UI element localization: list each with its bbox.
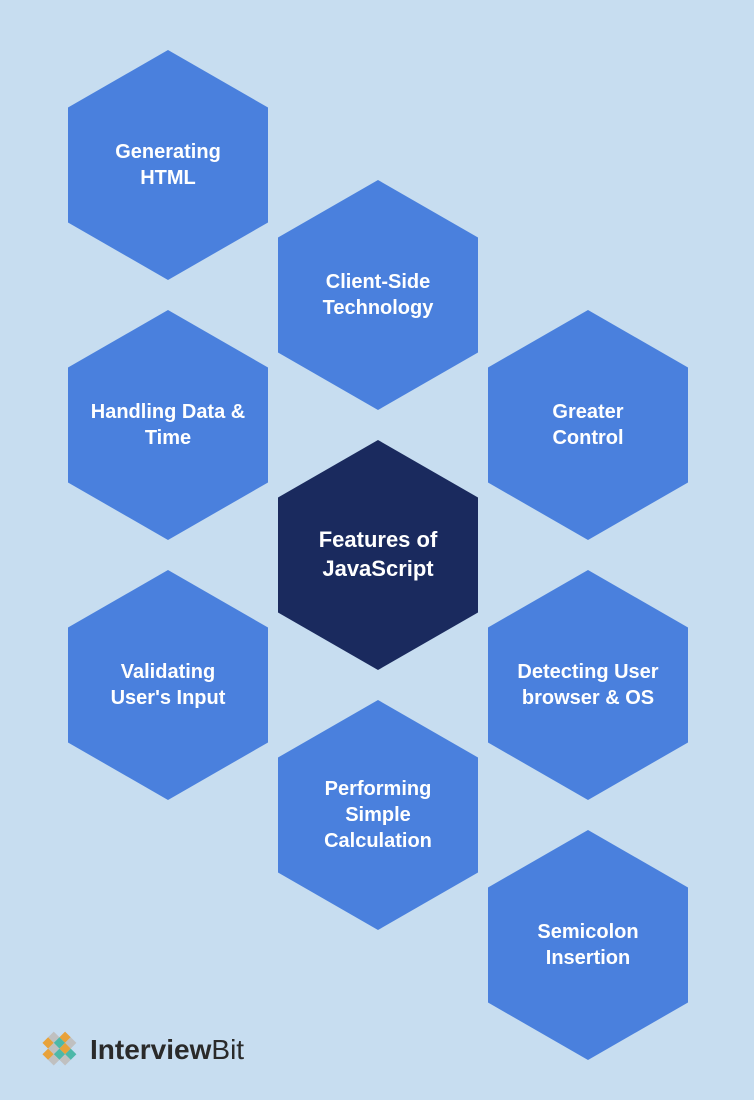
hexagon-greater-control: GreaterControl — [488, 310, 688, 540]
hexagon-detecting: Detecting Userbrowser & OS — [488, 570, 688, 800]
hexagon-generating-html: GeneratingHTML — [68, 50, 268, 280]
hexagon-semicolon: SemicolonInsertion — [488, 830, 688, 1060]
hexagon-label: Client-SideTechnology — [307, 269, 450, 321]
hexagon-client-side: Client-SideTechnology — [278, 180, 478, 410]
hexagon-label: Detecting Userbrowser & OS — [501, 659, 674, 711]
hexagon-label: ValidatingUser's Input — [95, 659, 242, 711]
hexagon-handling-data: Handling Data &Time — [68, 310, 268, 540]
logo: InterviewBit — [36, 1028, 244, 1072]
logo-icon — [36, 1028, 80, 1072]
hexagon-label: Handling Data &Time — [75, 399, 261, 451]
hexagon-label: Features ofJavaScript — [303, 526, 454, 583]
logo-text: InterviewBit — [90, 1034, 244, 1066]
hexagon-label: GeneratingHTML — [99, 139, 237, 191]
hexagon-label: SemicolonInsertion — [521, 919, 654, 971]
hexagon-label: PerformingSimpleCalculation — [308, 776, 448, 854]
hexagon-validating: ValidatingUser's Input — [68, 570, 268, 800]
hexagon-performing: PerformingSimpleCalculation — [278, 700, 478, 930]
hexagon-center: Features ofJavaScript — [278, 440, 478, 670]
logo-text-bold: Interview — [90, 1034, 211, 1065]
hexagon-label: GreaterControl — [536, 399, 639, 451]
logo-text-light: Bit — [211, 1034, 244, 1065]
